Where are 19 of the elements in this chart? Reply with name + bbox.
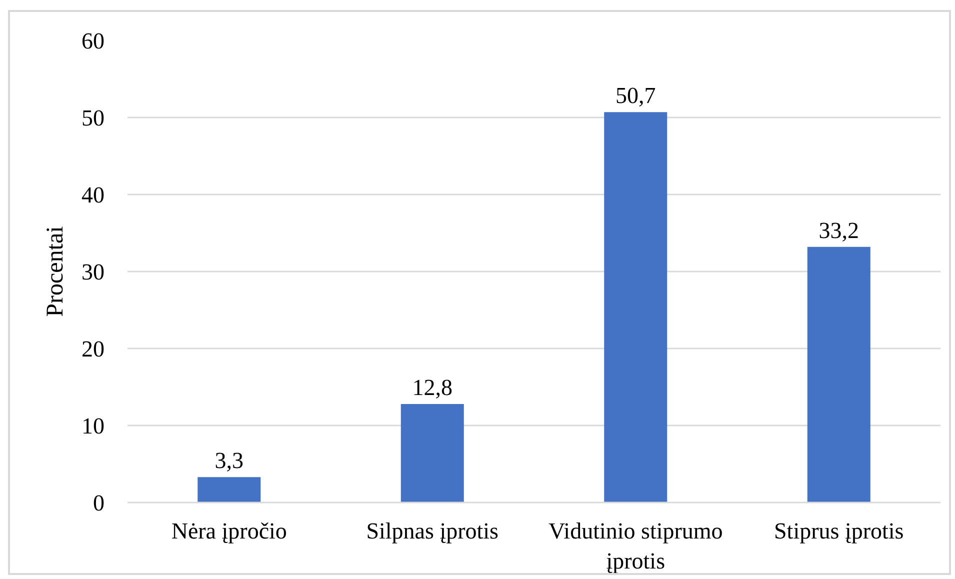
bar [604,112,668,502]
x-tick-label: Nėra įpročio [171,518,287,544]
bar [807,246,870,502]
y-tick-label: 60 [82,28,104,54]
y-tick-label: 50 [82,106,104,130]
y-tick-label: 0 [93,490,104,516]
data-label: 12,8 [412,374,452,400]
data-label: 50,7 [616,83,656,108]
data-label: 3,3 [214,448,244,474]
x-tick-label: Stiprus įprotis [774,518,904,544]
data-label: 33,2 [818,218,859,243]
y-tick-label: 30 [82,260,104,284]
y-tick-label: 40 [82,182,104,208]
bar [198,477,261,502]
x-tick-label: Silpnas įprotis [366,518,499,544]
bar [400,404,464,502]
y-tick-label: 20 [82,336,104,362]
y-tick-label: 10 [82,414,104,438]
y-axis-title: Procentai [42,226,68,317]
